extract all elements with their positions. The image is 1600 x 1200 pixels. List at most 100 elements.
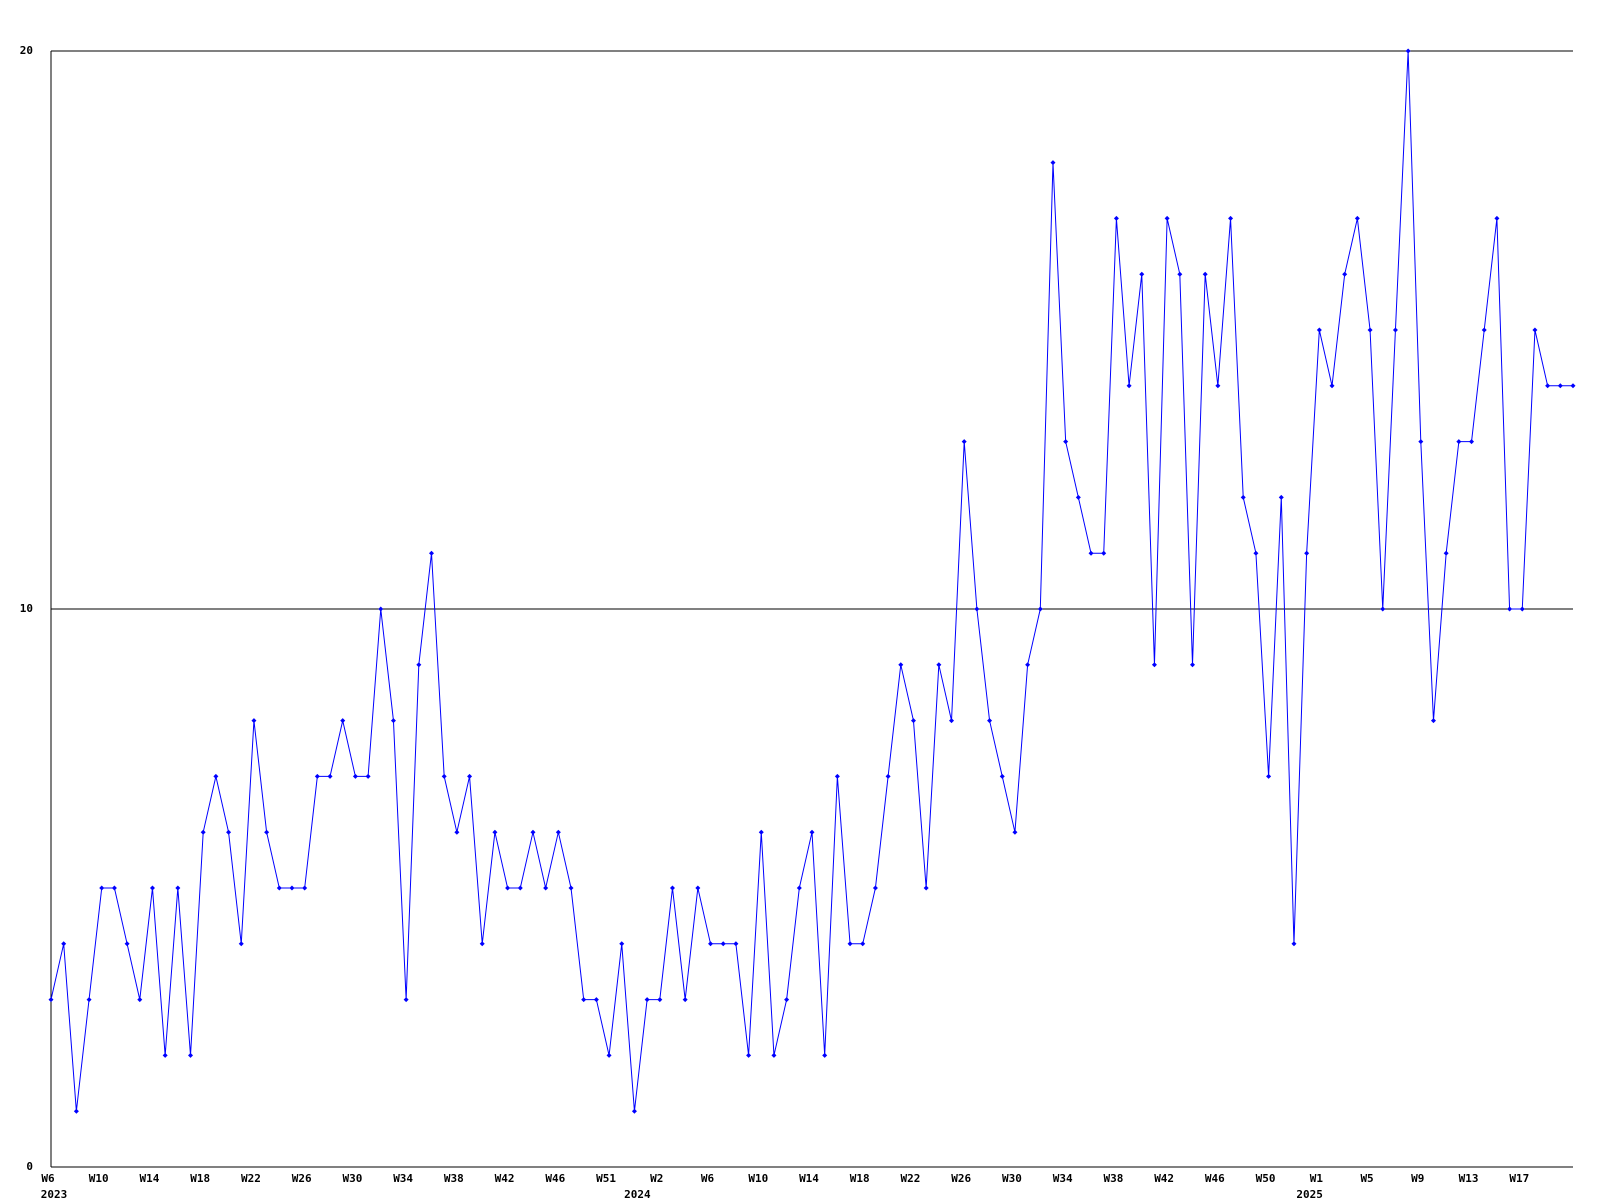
x-tick-label: W9 bbox=[1411, 1172, 1424, 1185]
x-tick-label: W34 bbox=[393, 1172, 413, 1185]
point bbox=[314, 773, 320, 779]
x-tick-label: W18 bbox=[850, 1172, 870, 1185]
point bbox=[568, 885, 574, 891]
point bbox=[961, 439, 967, 445]
point bbox=[1456, 439, 1462, 445]
point bbox=[378, 606, 384, 612]
x-tick-label: W46 bbox=[1205, 1172, 1225, 1185]
point bbox=[1532, 327, 1538, 333]
point bbox=[416, 662, 422, 668]
point bbox=[771, 1052, 777, 1058]
point bbox=[264, 829, 270, 835]
point bbox=[999, 773, 1005, 779]
x-tick-label: W2 bbox=[650, 1172, 663, 1185]
point bbox=[1215, 383, 1221, 389]
point bbox=[517, 885, 523, 891]
point bbox=[974, 606, 980, 612]
point bbox=[606, 1052, 612, 1058]
point bbox=[860, 941, 866, 947]
point bbox=[73, 1108, 79, 1114]
x-tick-label: W30 bbox=[1002, 1172, 1022, 1185]
point bbox=[1354, 215, 1360, 221]
point bbox=[644, 997, 650, 1003]
x-tick-label: W46 bbox=[545, 1172, 565, 1185]
x-tick-label: W50 bbox=[1256, 1172, 1276, 1185]
point bbox=[1291, 941, 1297, 947]
point bbox=[910, 718, 916, 724]
point bbox=[923, 885, 929, 891]
x-tick-label: W38 bbox=[444, 1172, 464, 1185]
point bbox=[1570, 383, 1576, 389]
point bbox=[669, 885, 675, 891]
x-tick-label: W6 bbox=[701, 1172, 715, 1185]
point bbox=[149, 885, 155, 891]
point bbox=[1113, 215, 1119, 221]
point bbox=[327, 773, 333, 779]
x-tick-label: W38 bbox=[1103, 1172, 1123, 1185]
point bbox=[733, 941, 739, 947]
point bbox=[543, 885, 549, 891]
point bbox=[61, 941, 67, 947]
point bbox=[162, 1052, 168, 1058]
point bbox=[175, 885, 181, 891]
line bbox=[50, 50, 1573, 1112]
x-tick-label: W10 bbox=[748, 1172, 768, 1185]
point bbox=[758, 829, 764, 835]
point bbox=[1342, 271, 1348, 277]
point bbox=[492, 829, 498, 835]
point bbox=[1126, 383, 1132, 389]
x-tick-label: W42 bbox=[1154, 1172, 1174, 1185]
point bbox=[1278, 494, 1284, 500]
point bbox=[226, 829, 232, 835]
point bbox=[1050, 160, 1056, 166]
point bbox=[352, 773, 358, 779]
x-tick-label: W51 bbox=[596, 1172, 616, 1185]
point bbox=[467, 773, 473, 779]
point bbox=[302, 885, 308, 891]
point bbox=[429, 550, 434, 556]
year-label: 2023 bbox=[41, 1188, 68, 1200]
point bbox=[1392, 327, 1398, 333]
point bbox=[936, 662, 942, 668]
point bbox=[1494, 215, 1500, 221]
point bbox=[86, 997, 92, 1003]
point bbox=[124, 941, 130, 947]
y-tick-label: 10 bbox=[20, 602, 33, 615]
point bbox=[847, 941, 853, 947]
point bbox=[1443, 550, 1449, 556]
point bbox=[695, 885, 701, 891]
point bbox=[1037, 606, 1043, 612]
point bbox=[1101, 550, 1107, 556]
point bbox=[809, 829, 815, 835]
point bbox=[1329, 383, 1335, 389]
point bbox=[213, 773, 219, 779]
point bbox=[390, 718, 396, 724]
x-tick-label: W18 bbox=[190, 1172, 210, 1185]
point bbox=[1151, 662, 1157, 668]
point bbox=[987, 718, 993, 724]
y-tick-label: 20 bbox=[20, 44, 33, 57]
point bbox=[682, 997, 688, 1003]
point bbox=[1519, 606, 1525, 612]
point bbox=[1481, 327, 1487, 333]
point bbox=[885, 773, 891, 779]
x-tick-label: W6 bbox=[41, 1172, 55, 1185]
point bbox=[708, 941, 714, 947]
point bbox=[505, 885, 511, 891]
point bbox=[111, 885, 117, 891]
x-tick-label: W10 bbox=[89, 1172, 109, 1185]
point bbox=[555, 829, 561, 835]
point bbox=[530, 829, 536, 835]
point bbox=[276, 885, 282, 891]
point bbox=[1139, 271, 1145, 277]
y-tick-label: 0 bbox=[26, 1160, 33, 1173]
year-label: 2025 bbox=[1296, 1188, 1323, 1200]
point bbox=[1418, 439, 1424, 445]
point bbox=[1240, 494, 1246, 500]
point bbox=[581, 997, 587, 1003]
point bbox=[720, 941, 726, 947]
point bbox=[1545, 383, 1551, 389]
point bbox=[1380, 606, 1386, 612]
point bbox=[454, 829, 460, 835]
